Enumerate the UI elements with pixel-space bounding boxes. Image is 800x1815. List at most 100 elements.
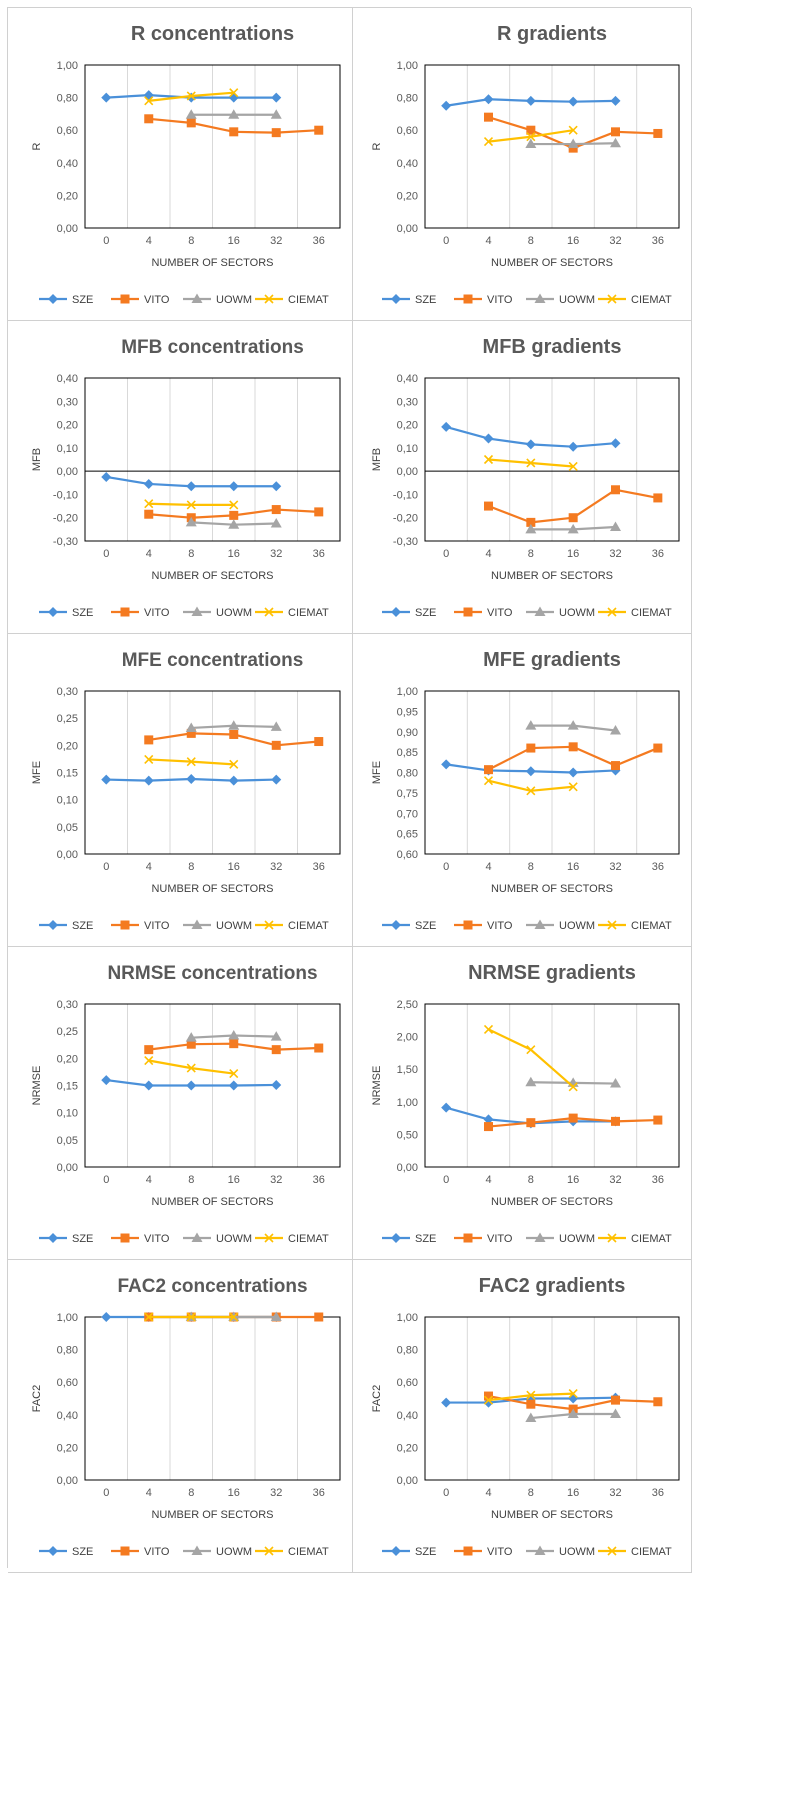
legend-label-vito: VITO	[144, 607, 170, 619]
y-tick-label: 0,40	[397, 373, 418, 385]
x-tick-label: 36	[652, 548, 664, 560]
legend: SZE VITO UOWM CIEMAT	[382, 1545, 672, 1558]
data-point-ciemat	[526, 132, 536, 142]
y-axis-label: NRMSE	[371, 1066, 383, 1106]
plot-area	[424, 64, 680, 229]
data-point-vito	[653, 128, 663, 138]
legend-marker-uowm	[191, 1545, 203, 1555]
chart-panel-mfb-gradients: MFB gradients -0,30 -0,20 -0,10 0,00 0,10 0,20…	[353, 321, 692, 634]
legend-label-ciemat: CIEMAT	[631, 920, 672, 932]
data-point-uowm	[270, 721, 282, 731]
chart-svg-fac2-gradients: FAC2 gradients 0,00 0,20 0,40 0,60 0,80 1,00 0 4…	[371, 1275, 680, 1558]
data-point-uowm	[610, 1078, 621, 1088]
data-point-ciemat	[483, 1395, 494, 1405]
data-point-vito	[144, 509, 154, 519]
data-point-vito	[271, 128, 281, 138]
chart-title: MFB concentrations	[121, 337, 304, 358]
data-point-ciemat	[186, 500, 196, 510]
data-point-uowm	[610, 137, 621, 148]
plot-area	[424, 1316, 680, 1481]
y-tick-label: 0,60	[57, 125, 78, 137]
legend-label-vito: VITO	[487, 1233, 513, 1245]
legend-marker-sze	[391, 1546, 401, 1556]
data-point-ciemat	[229, 500, 239, 510]
data-point-sze	[228, 1080, 239, 1091]
legend-marker-uowm	[191, 606, 203, 616]
series-ciemat	[483, 776, 578, 796]
legend-label-sze: SZE	[415, 920, 436, 932]
legend: SZE VITO UOWM CIEMAT	[39, 606, 329, 619]
legend-label-sze: SZE	[72, 294, 93, 306]
data-point-vito	[568, 1113, 578, 1123]
legend-label-vito: VITO	[487, 1546, 513, 1558]
series-vito	[484, 742, 663, 775]
data-point-uowm	[228, 519, 240, 529]
data-point-ciemat	[144, 1055, 154, 1066]
data-point-uowm	[525, 523, 537, 534]
data-point-uowm	[185, 109, 197, 119]
data-point-vito	[314, 125, 324, 135]
y-tick-label: 0,30	[397, 396, 418, 408]
y-axis-label: FAC2	[371, 1385, 383, 1413]
y-tick-label: 1,00	[397, 686, 418, 698]
y-tick-label: 0,70	[397, 808, 418, 820]
legend-label-ciemat: CIEMAT	[288, 1546, 329, 1558]
legend-marker-vito	[120, 1546, 130, 1556]
x-tick-label: 0	[103, 548, 109, 560]
x-tick-label: 16	[567, 1487, 579, 1499]
data-point-sze	[143, 90, 154, 101]
series-ciemat	[144, 1055, 239, 1079]
series-ciemat	[483, 454, 578, 472]
data-point-ciemat	[144, 754, 154, 765]
data-point-sze	[525, 439, 536, 450]
y-tick-label: 0,40	[57, 1410, 78, 1422]
data-point-ciemat	[186, 1312, 196, 1322]
series-uowm	[525, 137, 621, 149]
data-point-sze	[271, 1079, 282, 1090]
data-point-sze	[143, 478, 154, 489]
data-point-ciemat	[526, 786, 536, 796]
data-point-sze	[441, 1102, 452, 1113]
data-point-ciemat	[483, 776, 494, 786]
data-point-sze	[101, 471, 112, 482]
x-tick-label: 8	[188, 235, 194, 247]
legend-marker-ciemat	[264, 1233, 274, 1243]
plot-area	[84, 377, 341, 542]
data-point-uowm	[567, 523, 579, 534]
y-tick-label: 0,50	[397, 1129, 418, 1141]
y-tick-label: 0,00	[57, 223, 78, 235]
legend-marker-uowm	[191, 1232, 203, 1242]
data-point-sze	[441, 1397, 452, 1408]
y-tick-label: 0,25	[57, 1026, 78, 1038]
data-point-vito	[144, 735, 154, 745]
x-tick-label: 0	[443, 861, 449, 873]
y-tick-label: 0,40	[397, 158, 418, 170]
series-sze	[441, 759, 621, 778]
y-tick-label: 0,10	[57, 795, 78, 807]
series-uowm	[525, 521, 621, 534]
data-point-uowm	[567, 1408, 579, 1418]
x-tick-label: 32	[609, 1487, 621, 1499]
legend: SZE VITO UOWM CIEMAT	[39, 1545, 329, 1558]
data-point-sze	[610, 95, 621, 106]
x-tick-label: 0	[443, 1487, 449, 1499]
legend-marker-vito	[463, 294, 473, 304]
data-point-sze	[483, 1397, 494, 1408]
legend-marker-vito	[463, 1546, 473, 1556]
y-tick-label: 0,10	[57, 443, 78, 455]
data-point-uowm	[228, 720, 240, 730]
series-vito	[484, 112, 663, 153]
legend-marker-ciemat	[264, 1546, 274, 1556]
legend-marker-sze	[391, 607, 401, 617]
x-tick-label: 32	[270, 1174, 282, 1186]
legend-marker-sze	[48, 1233, 58, 1243]
legend-label-ciemat: CIEMAT	[631, 1233, 672, 1245]
x-tick-label: 0	[103, 1174, 109, 1186]
x-tick-label: 8	[188, 1174, 194, 1186]
data-point-sze	[228, 92, 239, 103]
series-sze	[101, 774, 282, 786]
data-point-vito	[611, 127, 620, 137]
data-point-sze	[441, 421, 452, 432]
y-tick-label: 1,00	[397, 60, 418, 72]
series-ciemat	[144, 499, 239, 510]
